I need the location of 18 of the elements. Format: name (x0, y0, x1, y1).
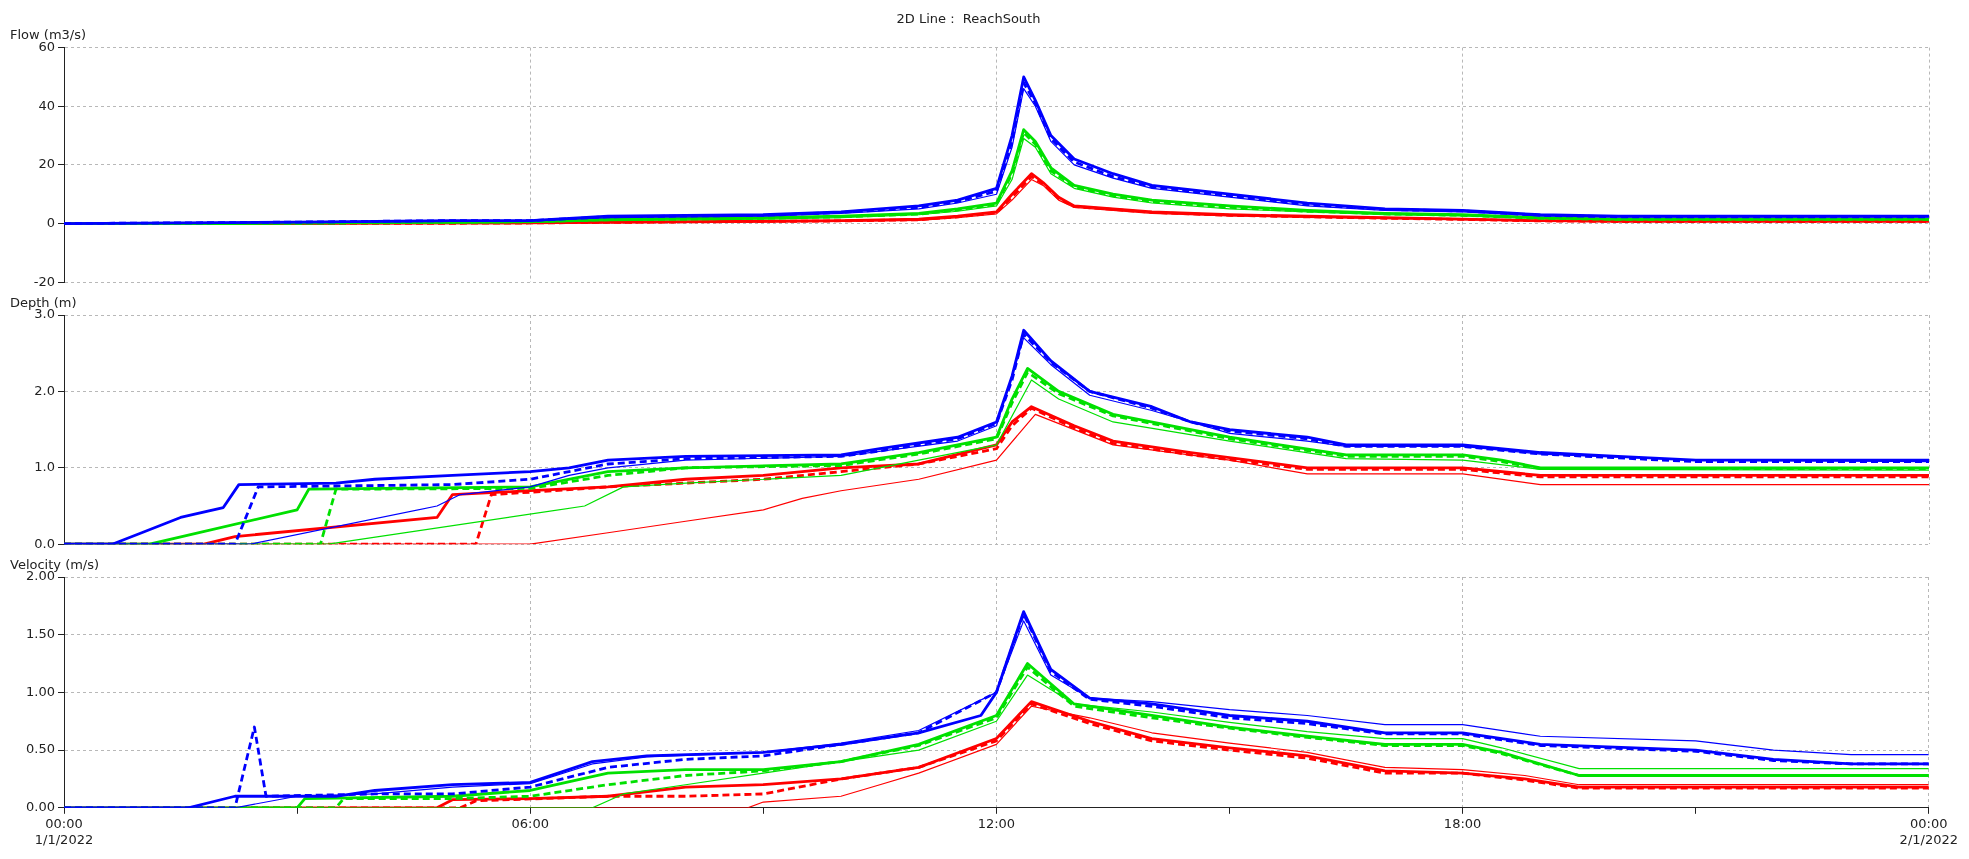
x-tick-label: 00:00 2/1/2022 (1899, 815, 1958, 847)
y-tick-label: 1.0 (34, 459, 55, 475)
chart-title: 2D Line : ReachSouth (896, 11, 1041, 27)
y-tick-label: 20 (38, 156, 55, 172)
y-tick-label: 0.00 (26, 799, 55, 815)
y-tick-label: -20 (33, 273, 55, 289)
x-tick-label: 18:00 (1443, 815, 1482, 831)
y-tick-label: 1.00 (26, 683, 55, 699)
y-tick-label: 1.50 (26, 626, 55, 642)
y-tick-label: 40 (38, 97, 55, 113)
y-tick-label: 0 (46, 214, 55, 230)
y-axis-title: Flow (m3/s) (10, 27, 87, 43)
x-tick-label: 06:00 (511, 815, 549, 831)
x-tick-label: 12:00 (977, 815, 1016, 831)
y-tick-label: 2.0 (34, 382, 55, 398)
x-tick-label: 00:00 1/1/2022 (34, 815, 94, 847)
y-tick-label: 0.50 (26, 741, 55, 757)
y-tick-label: 0.0 (34, 535, 55, 551)
